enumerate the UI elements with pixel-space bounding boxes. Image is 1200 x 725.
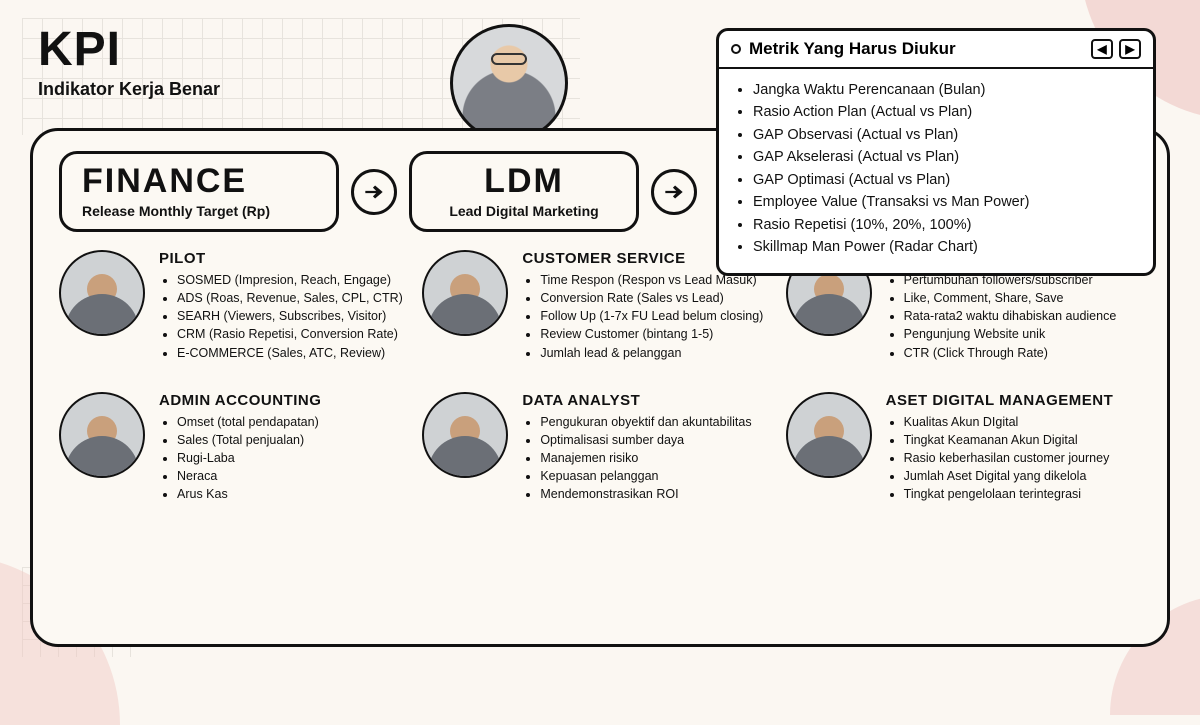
role-list: Pengukuran obyektif dan akuntabilitas Op… — [522, 413, 751, 504]
metrics-nav: ◀ ▶ — [1091, 39, 1141, 59]
role-item: Rasio keberhasilan customer journey — [904, 449, 1114, 467]
metrics-list: Jangka Waktu Perencanaan (Bulan) Rasio A… — [719, 69, 1153, 273]
role-item: ADS (Roas, Revenue, Sales, CPL, CTR) — [177, 289, 403, 307]
role-photo — [422, 250, 508, 336]
finance-box: FINANCE Release Monthly Target (Rp) — [59, 151, 339, 232]
page-title: KPI — [38, 22, 220, 77]
role-item: Like, Comment, Share, Save — [904, 289, 1117, 307]
ldm-box: LDM Lead Digital Marketing — [409, 151, 639, 232]
role-item: Arus Kas — [177, 485, 321, 503]
ldm-title: LDM — [432, 162, 616, 201]
metrics-item: Employee Value (Transaksi vs Man Power) — [753, 191, 1139, 213]
role-list: Omset (total pendapatan) Sales (Total pe… — [159, 413, 321, 504]
arrow-right-icon — [351, 169, 397, 215]
role-item: Follow Up (1-7x FU Lead belum closing) — [540, 307, 763, 325]
nav-prev-button[interactable]: ◀ — [1091, 39, 1113, 59]
role-item: Kualitas Akun DIgital — [904, 413, 1114, 431]
role-item: Manajemen risiko — [540, 449, 751, 467]
role-aset-digital-management: ASET DIGITAL MANAGEMENT Kualitas Akun DI… — [786, 392, 1141, 504]
page-subtitle: Indikator Kerja Benar — [38, 79, 220, 100]
page-title-block: KPI Indikator Kerja Benar — [38, 22, 220, 100]
roles-grid: PILOT SOSMED (Impresion, Reach, Engage) … — [59, 250, 1141, 503]
role-item: Omset (total pendapatan) — [177, 413, 321, 431]
finance-subtitle: Release Monthly Target (Rp) — [82, 203, 316, 219]
metrics-item: Skillmap Man Power (Radar Chart) — [753, 236, 1139, 258]
role-photo — [786, 392, 872, 478]
arrow-right-icon — [651, 169, 697, 215]
role-list: Time Respon (Respon vs Lead Masuk) Conve… — [522, 271, 763, 362]
role-title: DATA ANALYST — [522, 392, 751, 409]
role-item: Tingkat Keamanan Akun Digital — [904, 431, 1114, 449]
role-item: SOSMED (Impresion, Reach, Engage) — [177, 271, 403, 289]
role-photo — [59, 392, 145, 478]
role-item: Pengukuran obyektif dan akuntabilitas — [540, 413, 751, 431]
metrics-item: GAP Optimasi (Actual vs Plan) — [753, 169, 1139, 191]
role-list: SOSMED (Impresion, Reach, Engage) ADS (R… — [159, 271, 403, 362]
leader-avatar — [450, 24, 568, 142]
metrics-item: GAP Akselerasi (Actual vs Plan) — [753, 146, 1139, 168]
role-item: Kepuasan pelanggan — [540, 467, 751, 485]
metrics-item: Jangka Waktu Perencanaan (Bulan) — [753, 79, 1139, 101]
role-item: Optimalisasi sumber daya — [540, 431, 751, 449]
ldm-subtitle: Lead Digital Marketing — [432, 203, 616, 219]
role-item: Rugi-Laba — [177, 449, 321, 467]
role-item: E-COMMERCE (Sales, ATC, Review) — [177, 344, 403, 362]
role-item: Mendemonstrasikan ROI — [540, 485, 751, 503]
metrics-item: GAP Observasi (Actual vs Plan) — [753, 124, 1139, 146]
role-item: CRM (Rasio Repetisi, Conversion Rate) — [177, 325, 403, 343]
metrics-titlebar: Metrik Yang Harus Diukur ◀ ▶ — [719, 31, 1153, 69]
role-item: CTR (Click Through Rate) — [904, 344, 1117, 362]
metrics-title: Metrik Yang Harus Diukur — [749, 39, 956, 59]
finance-title: FINANCE — [82, 162, 316, 201]
role-list: Pertumbuhan followers/subscriber Like, C… — [886, 271, 1117, 362]
role-photo — [422, 392, 508, 478]
nav-next-button[interactable]: ▶ — [1119, 39, 1141, 59]
role-item: Conversion Rate (Sales vs Lead) — [540, 289, 763, 307]
role-title: PILOT — [159, 250, 403, 267]
role-item: Sales (Total penjualan) — [177, 431, 321, 449]
metrics-panel: Metrik Yang Harus Diukur ◀ ▶ Jangka Wakt… — [716, 28, 1156, 276]
role-item: Tingkat pengelolaan terintegrasi — [904, 485, 1114, 503]
metrics-item: Rasio Action Plan (Actual vs Plan) — [753, 101, 1139, 123]
role-admin-accounting: ADMIN ACCOUNTING Omset (total pendapatan… — [59, 392, 414, 504]
role-item: SEARH (Viewers, Subscribes, Visitor) — [177, 307, 403, 325]
role-item: Neraca — [177, 467, 321, 485]
role-item: Pengunjung Website unik — [904, 325, 1117, 343]
role-title: ADMIN ACCOUNTING — [159, 392, 321, 409]
role-item: Jumlah Aset Digital yang dikelola — [904, 467, 1114, 485]
bullet-icon — [731, 44, 741, 54]
metrics-item: Rasio Repetisi (10%, 20%, 100%) — [753, 214, 1139, 236]
role-title: ASET DIGITAL MANAGEMENT — [886, 392, 1114, 409]
role-list: Kualitas Akun DIgital Tingkat Keamanan A… — [886, 413, 1114, 504]
role-item: Rata-rata2 waktu dihabiskan audience — [904, 307, 1117, 325]
role-item: Jumlah lead & pelanggan — [540, 344, 763, 362]
role-data-analyst: DATA ANALYST Pengukuran obyektif dan aku… — [422, 392, 777, 504]
role-pilot: PILOT SOSMED (Impresion, Reach, Engage) … — [59, 250, 414, 362]
role-item: Review Customer (bintang 1-5) — [540, 325, 763, 343]
role-photo — [59, 250, 145, 336]
